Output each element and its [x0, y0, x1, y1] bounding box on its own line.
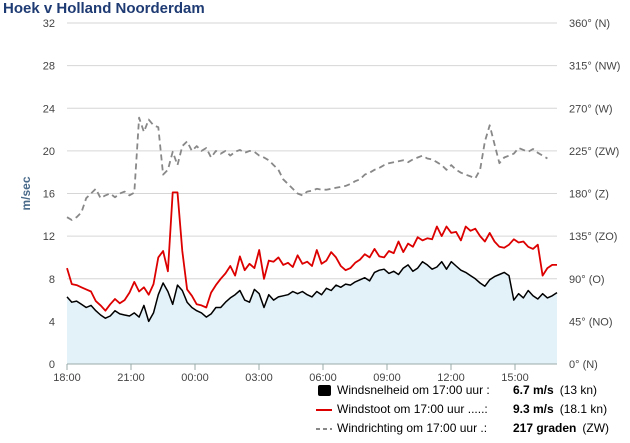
- x-tick-label: 09:00: [373, 372, 401, 384]
- legend-value: 9.3 m/s: [513, 402, 554, 416]
- legend-gust[interactable]: Windstoot om 17:00 uur .....: 9.3 m/s (18.…: [316, 402, 607, 416]
- legend-extra: (ZW): [582, 421, 609, 435]
- y-tick-label: 20: [43, 146, 55, 158]
- gust-line: [66, 191, 557, 312]
- direction-line: [66, 116, 548, 221]
- y2-tick-label: 270° (W): [569, 103, 613, 115]
- y2-tick-label: 180° (Z): [569, 189, 609, 201]
- x-tick-label: 21:00: [117, 372, 145, 384]
- y2-tick-label: 90° (O): [569, 274, 605, 286]
- legend-direction[interactable]: Windrichting om 17:00 uur .: 217 graden (Z…: [316, 421, 609, 435]
- legend-prefix: Windstoot om 17:00 uur .....:: [337, 402, 488, 416]
- y2-tick-label: 225° (ZW): [569, 146, 619, 158]
- y-tick-label: 16: [43, 189, 55, 201]
- speed-area-fill: [67, 261, 557, 364]
- y-tick-label: 32: [43, 18, 55, 30]
- y-axis-label: m/sec: [19, 176, 33, 210]
- y2-axis-ticks: 0° (N) 45° (NO) 90° (O) 135° (ZO) 180° (Z) 22…: [569, 18, 620, 371]
- y-tick-label: 4: [49, 316, 55, 328]
- y-tick-label: 8: [49, 274, 55, 286]
- y2-tick-label: 360° (N): [569, 18, 610, 30]
- x-tick-label: 06:00: [309, 372, 337, 384]
- legend-speed[interactable]: Windsnelheid om 17:00 uur : 6.7 m/s (13 kn…: [318, 383, 597, 397]
- legend-extra: (18.1 kn): [560, 402, 607, 416]
- legend-extra: (13 kn): [560, 383, 597, 397]
- legend-value: 217 graden: [513, 421, 576, 435]
- legend-prefix: Windrichting om 17:00 uur .:: [337, 421, 487, 435]
- x-tick-label: 12:00: [437, 372, 465, 384]
- y2-tick-label: 135° (ZO): [569, 231, 617, 243]
- x-tick-label: 18:00: [53, 372, 81, 384]
- y-axis-ticks: 0 4 8 12 16 20 24 28 32: [43, 18, 55, 371]
- legend-value: 6.7 m/s: [513, 383, 554, 397]
- y-tick-label: 0: [49, 359, 55, 371]
- chart-title: Hoek v Holland Noorderdam: [3, 0, 205, 17]
- legend-symbol: [318, 385, 331, 396]
- legend[interactable]: Windsnelheid om 17:00 uur : 6.7 m/s (13 kn…: [316, 383, 609, 435]
- y-tick-label: 12: [43, 231, 55, 243]
- y2-tick-label: 315° (NW): [569, 61, 620, 73]
- x-tick-label: 00:00: [181, 372, 209, 384]
- legend-prefix: Windsnelheid om 17:00 uur :: [337, 383, 490, 397]
- x-axis-ticks: 18:00 21:00 00:00 03:00 06:00 09:00 12:00 15:00: [53, 363, 557, 384]
- y-tick-label: 24: [43, 103, 55, 115]
- y2-tick-label: 45° (NO): [569, 316, 613, 328]
- y-tick-label: 28: [43, 61, 55, 73]
- x-tick-label: 03:00: [245, 372, 273, 384]
- series-lines: [66, 116, 558, 323]
- speed-line: [66, 260, 558, 323]
- y2-tick-label: 0° (N): [569, 359, 598, 371]
- x-tick-label: 15:00: [501, 372, 529, 384]
- speed-area: [67, 261, 557, 364]
